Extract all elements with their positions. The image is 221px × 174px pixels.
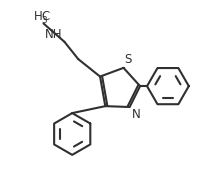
Text: NH: NH xyxy=(45,28,63,41)
Text: S: S xyxy=(124,53,132,66)
Text: C: C xyxy=(42,10,50,23)
Text: N: N xyxy=(131,108,140,121)
Text: 3: 3 xyxy=(41,16,47,25)
Text: H: H xyxy=(34,10,43,23)
